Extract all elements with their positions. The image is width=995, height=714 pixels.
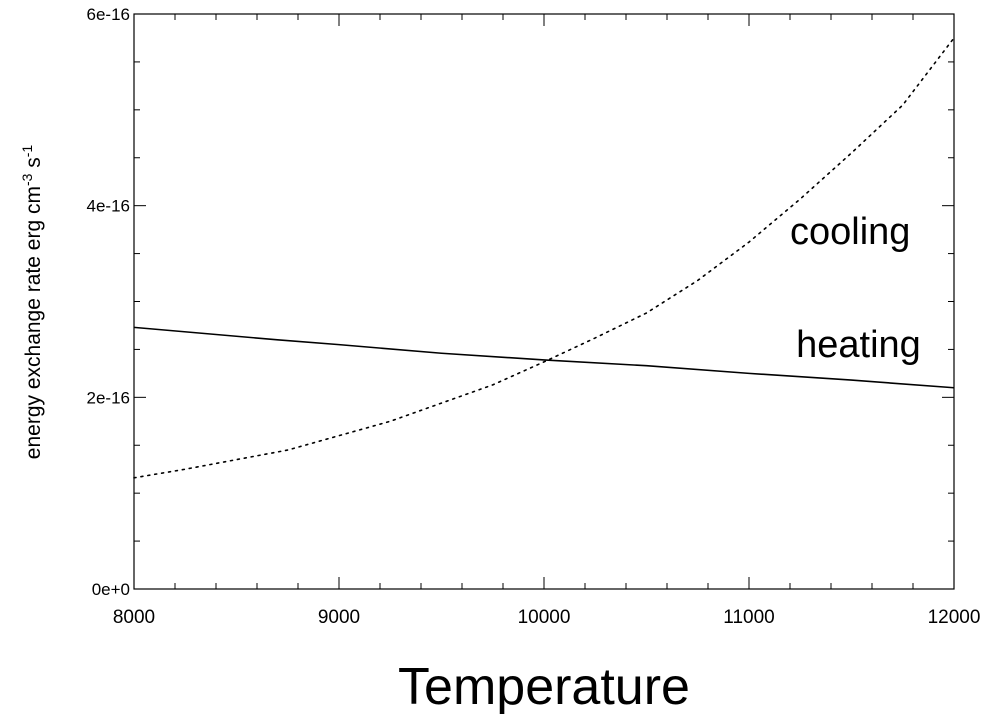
x-tick-label: 8000 xyxy=(113,607,155,628)
y-axis-label-base: energy exchange rate erg cm xyxy=(22,186,45,459)
y-axis-label-sup2: -1 xyxy=(19,145,35,158)
x-axis-label: Temperature xyxy=(398,658,690,714)
y-tick-label: 4e-16 xyxy=(87,197,130,216)
annotation-cooling: cooling xyxy=(790,211,910,253)
x-tick-label: 12000 xyxy=(928,607,981,628)
annotations: cooling heating xyxy=(790,211,921,366)
series-line-cooling xyxy=(133,37,955,479)
annotation-heating: heating xyxy=(796,324,921,366)
series-lines xyxy=(133,37,955,479)
plot-frame xyxy=(133,13,955,590)
y-tick-label: 6e-16 xyxy=(87,5,130,24)
y-tick-label: 0e+0 xyxy=(92,580,130,599)
series-line-heating xyxy=(133,326,955,389)
y-axis-label: energy exchange rate erg cm-3 s-1 xyxy=(19,145,45,460)
tick-labels: 8000 9000 10000 11000 12000 0e+0 2e-16 4e-16 6e-… xyxy=(87,5,981,628)
y-tick-label: 2e-16 xyxy=(87,388,130,407)
ticks xyxy=(133,13,955,590)
x-tick-label: 9000 xyxy=(318,607,360,628)
x-tick-label: 11000 xyxy=(723,607,774,628)
y-axis-label-mid: s xyxy=(22,157,45,173)
x-tick-label: 10000 xyxy=(518,607,571,628)
y-axis-label-sup1: -3 xyxy=(19,173,35,186)
